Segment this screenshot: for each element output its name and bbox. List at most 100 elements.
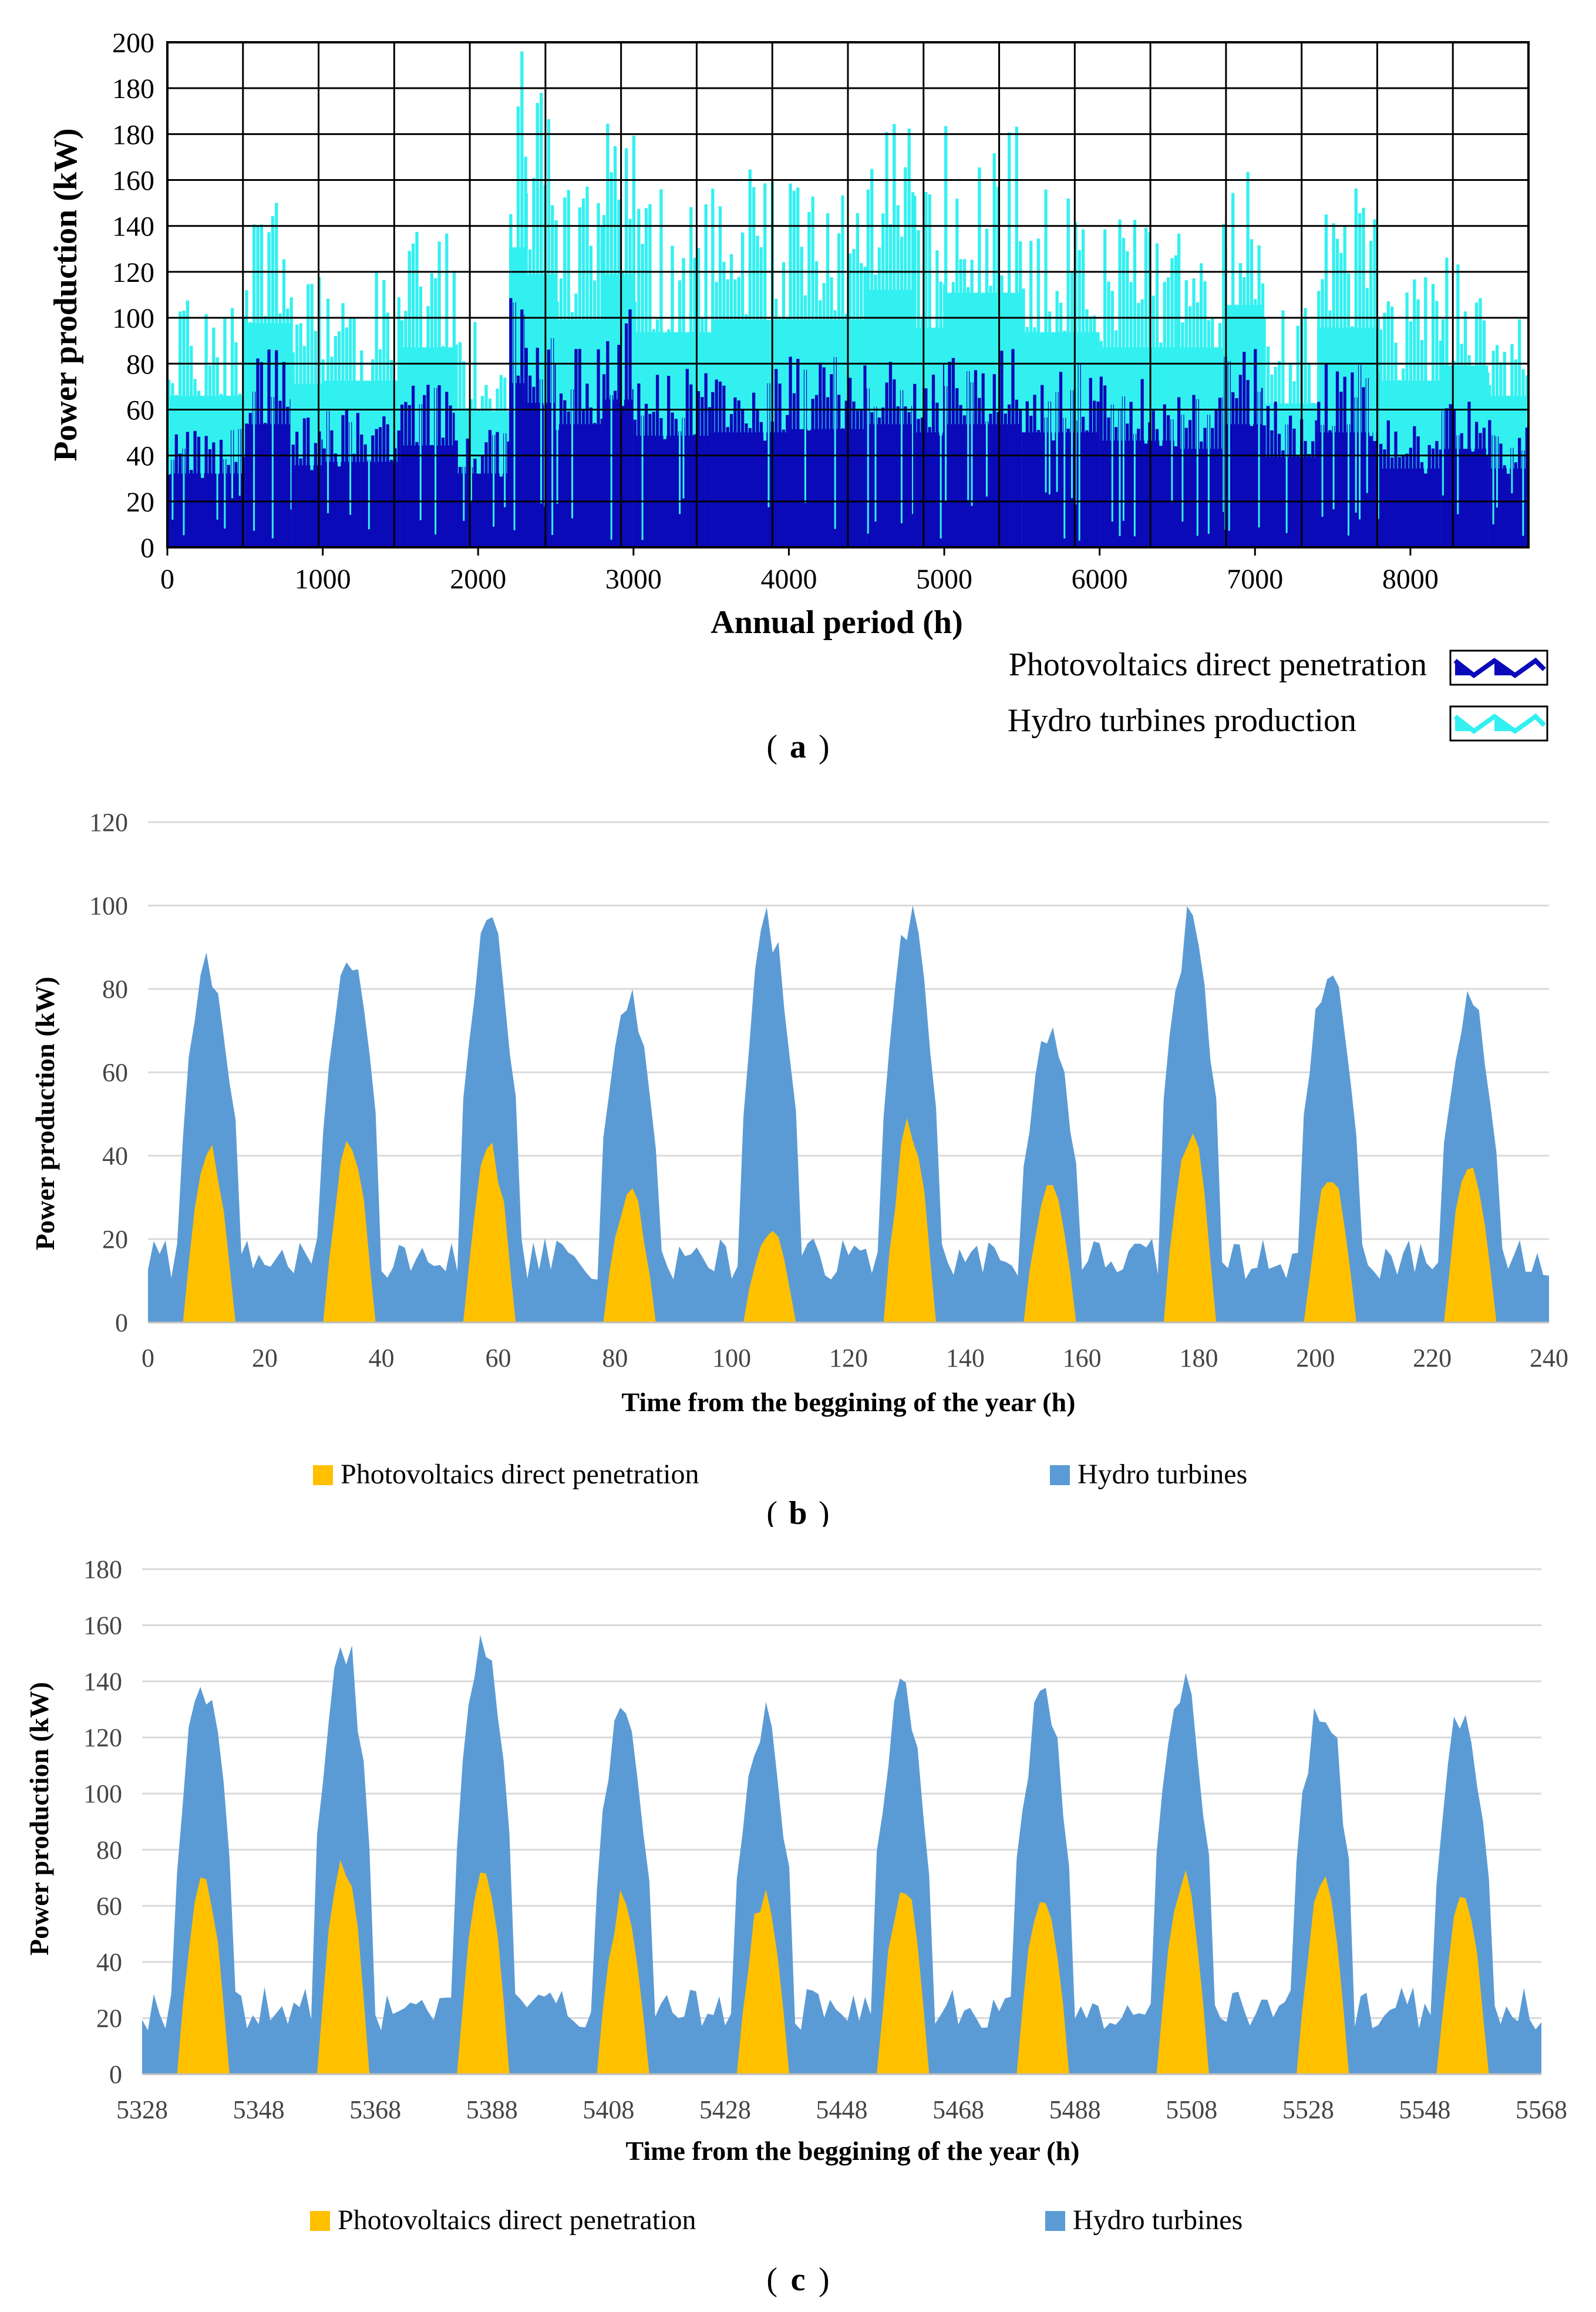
chart-a-pv-bar: [606, 341, 610, 547]
chart-b-x-axis-title: Time from the beggining of the year (h): [622, 1387, 1076, 1417]
chart-a-hydro-bar: [1203, 281, 1207, 428]
chart-a-hydro-bar: [267, 232, 271, 350]
chart-a-hydro-bar: [363, 391, 367, 445]
chart-a-hydro-bar: [1467, 355, 1471, 402]
chart-a-hydro-bar: [1151, 295, 1155, 411]
chart-a-hydro-bar: [844, 314, 848, 401]
chart-a-pv-bar: [792, 393, 796, 547]
chart-a-hydro-bar: [924, 191, 928, 389]
chart-a-hydro-bar: [171, 460, 174, 520]
chart-a-y-tick-label: 60: [126, 395, 154, 426]
chart-a-pv-bar: [1188, 420, 1192, 547]
chart-a-hydro-bar: [711, 189, 715, 392]
chart-c-y-tick-label: 80: [96, 1836, 122, 1865]
chart-a-pv-bar: [574, 349, 578, 547]
chart-a-hydro-bar: [1292, 381, 1296, 429]
chart-a-hydro-bar: [796, 187, 800, 359]
chart-a-hydro-bar: [415, 231, 419, 442]
chart-a-hydro-bar: [224, 459, 226, 529]
chart-a: 0 20 40 60 80 100 120 140 160 180 180 200 0 1000 2000…: [48, 28, 1548, 765]
chart-a-pv-bar: [1184, 428, 1188, 547]
chart-a-pv-bar: [386, 424, 389, 547]
chart-a-pv-bar: [1525, 428, 1528, 547]
chart-a-pv-bar: [1096, 401, 1100, 547]
chart-a-hydro-bar: [1369, 241, 1373, 436]
chart-a-hydro-bar: [962, 259, 967, 416]
chart-a-hydro-bar: [935, 250, 939, 403]
chart-a-hydro-bar: [419, 286, 422, 405]
chart-a-hydro-bar: [466, 408, 469, 439]
chart-a-pv-bar: [1277, 433, 1281, 547]
chart-a-pv-bar: [1281, 450, 1285, 547]
chart-a-hydro-bar: [971, 382, 973, 506]
chart-a-pv-bar: [1292, 428, 1296, 547]
svg-text:): ): [819, 1495, 830, 1527]
chart-a-hydro-bar: [648, 204, 652, 414]
chart-a-hydro-bar: [554, 220, 558, 363]
chart-a-hydro-bar: [208, 365, 212, 449]
chart-a-hydro-bar: [326, 298, 330, 412]
chart-a-pv-bar: [896, 406, 900, 547]
chart-a-pv-bar: [928, 427, 931, 547]
chart-a-hydro-bar: [570, 312, 574, 390]
chart-a-pv-bar: [1192, 395, 1196, 547]
chart-a-hydro-bar: [1420, 339, 1424, 462]
chart-a-y-tick-label: 0: [140, 533, 154, 564]
chart-a-hydro-bar: [302, 346, 307, 419]
chart-a-pv-bar: [338, 466, 341, 547]
chart-a-pv-bar: [729, 413, 733, 547]
chart-a-hydro-bar: [1499, 362, 1503, 444]
chart-a-hydro-bar: [1015, 126, 1019, 400]
chart-a-hydro-bar: [996, 187, 1000, 412]
chart-a-hydro-bar: [1140, 299, 1144, 379]
chart-a-segment: [555, 186, 604, 547]
chart-a-hydro-bar: [830, 277, 833, 375]
chart-a-hydro-bar: [1441, 319, 1445, 411]
chart-a-hydro-bar: [1036, 238, 1041, 430]
chart-a-hydro-bar: [248, 322, 252, 413]
chart-a-hydro-bar: [368, 460, 370, 530]
chart-a-hydro-bar: [1285, 424, 1288, 533]
chart-a-hydro-bar: [1277, 361, 1281, 434]
chart-a-hydro-bar: [1359, 365, 1361, 520]
chart-a-pv-bar: [382, 416, 386, 547]
chart-a-hydro-bar: [989, 285, 992, 414]
chart-a-hydro-bar: [881, 213, 885, 408]
chart-a-pv-bar: [299, 458, 302, 547]
chart-a-hydro-bar: [513, 258, 516, 303]
chart-a-pv-bar: [737, 400, 740, 547]
chart-a-pv-bar: [1262, 425, 1266, 547]
chart-a-hydro-bar: [378, 349, 382, 428]
chart-a-hydro-bar: [1424, 277, 1427, 474]
chart-a-pv-bar: [1439, 449, 1442, 547]
chart-a-pv-bar: [1177, 397, 1181, 547]
chart-a-hydro-bar: [1449, 369, 1452, 405]
chart-a-pv-bar: [748, 428, 752, 547]
chart-c-x-tick-label: 5348: [233, 2095, 285, 2124]
chart-a-hydro-bar: [819, 300, 822, 363]
chart-a-pv-bar: [1015, 399, 1019, 547]
chart-a-plot-area: [166, 41, 1530, 548]
chart-a-hydro-bar: [748, 169, 752, 428]
chart-a-hydro-bar: [1243, 277, 1246, 352]
chart-a-pv-bar: [345, 409, 349, 547]
chart-b-x-tick-label: 20: [252, 1344, 278, 1372]
chart-a-pv-bar: [1435, 440, 1439, 547]
chart-a-hydro-bar: [330, 356, 334, 430]
chart-a-hydro-bar: [1346, 273, 1351, 425]
chart-a-pv-bar: [1081, 416, 1085, 547]
chart-a-pv-bar: [704, 373, 708, 547]
chart-a-pv-bar: [756, 409, 759, 547]
chart-a-hydro-bar: [1362, 207, 1365, 388]
chart-c-legend-label-hydro: Hydro turbines: [1073, 2205, 1243, 2236]
chart-a-hydro-bar: [1324, 214, 1328, 364]
chart-a-pv-bar: [1203, 428, 1207, 547]
chart-a-hydro-bar: [223, 317, 227, 459]
chart-c-legend-swatch-hydro: [1045, 2211, 1065, 2231]
chart-a-pv-bar: [578, 349, 581, 547]
chart-a-segment: [633, 189, 712, 547]
chart-a-pv-bar: [1029, 415, 1033, 547]
chart-a-pv-bar: [1218, 398, 1222, 547]
chart-a-hydro-bar: [992, 153, 996, 375]
chart-a-pv-bar: [1254, 349, 1257, 547]
